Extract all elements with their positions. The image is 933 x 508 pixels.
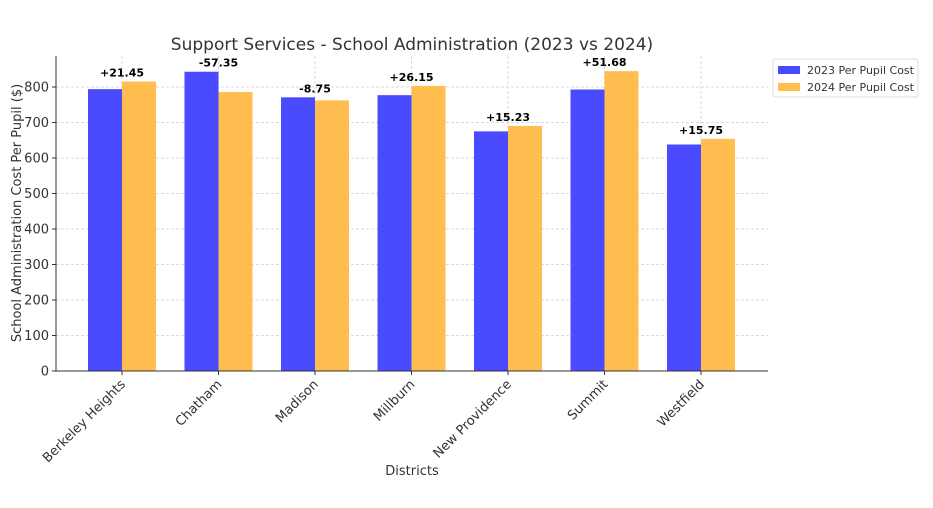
difference-label: +26.15: [389, 71, 433, 84]
bars-layer: [88, 71, 735, 372]
difference-label: +21.45: [100, 67, 144, 80]
bar-2023: [184, 71, 219, 372]
y-tick-label: 0: [41, 365, 49, 380]
y-tick-label: 300: [24, 258, 49, 273]
y-tick-label: 100: [24, 329, 49, 344]
y-tick-label: 500: [24, 187, 49, 202]
x-tick-label: Summit: [565, 377, 611, 423]
y-tick-label: 700: [24, 116, 49, 131]
bar-2024: [701, 138, 735, 371]
data-labels: +21.45 -57.35 -8.75 +26.15 +15.23 +51.68 +15.7…: [100, 56, 723, 137]
y-axis-label: School Administration Cost Per Pupil ($): [10, 84, 25, 342]
bar-2023: [377, 95, 412, 371]
x-ticks: Berkeley Heights Chatham Madison Millburn Ne…: [40, 371, 708, 466]
bar-2023: [474, 131, 508, 371]
x-tick-label: Berkeley Heights: [40, 377, 129, 466]
bar-2024: [508, 125, 542, 371]
bar-2024: [218, 92, 253, 372]
y-tick-label: 200: [24, 294, 49, 309]
difference-label: -57.35: [199, 57, 238, 70]
y-ticks: 0 100 200 300 400 500 600 700 800: [24, 81, 56, 380]
difference-label: +51.68: [582, 56, 626, 69]
legend-swatch-2024: [778, 83, 800, 91]
bar-2024: [315, 100, 349, 372]
x-tick-label: Chatham: [173, 377, 226, 430]
x-tick-label: Westfield: [655, 377, 708, 430]
bar-2024: [122, 81, 156, 371]
bar-2024: [604, 71, 639, 371]
y-tick-label: 600: [24, 152, 49, 167]
x-axis-label: Districts: [385, 464, 439, 479]
y-tick-label: 400: [24, 223, 49, 238]
legend-box: [772, 58, 919, 98]
x-tick-label: New Providence: [431, 377, 515, 461]
chart-title: Support Services - School Administration…: [171, 35, 653, 55]
bar-2023: [88, 89, 122, 371]
x-tick-label: Millburn: [371, 377, 418, 424]
legend-label-2024: 2024 Per Pupil Cost: [807, 81, 915, 94]
legend-label-2023: 2023 Per Pupil Cost: [807, 64, 915, 77]
bar-2023: [281, 97, 315, 372]
legend-swatch-2023: [778, 66, 800, 74]
difference-label: -8.75: [299, 82, 331, 95]
bar-2023: [570, 89, 605, 372]
x-tick-label: Madison: [273, 377, 322, 426]
y-tick-label: 800: [24, 81, 49, 96]
bar-2023: [667, 144, 701, 371]
difference-label: +15.23: [486, 111, 530, 124]
difference-label: +15.75: [679, 124, 723, 137]
legend: 2023 Per Pupil Cost 2024 Per Pupil Cost: [772, 58, 919, 98]
bar-2024: [411, 85, 446, 372]
